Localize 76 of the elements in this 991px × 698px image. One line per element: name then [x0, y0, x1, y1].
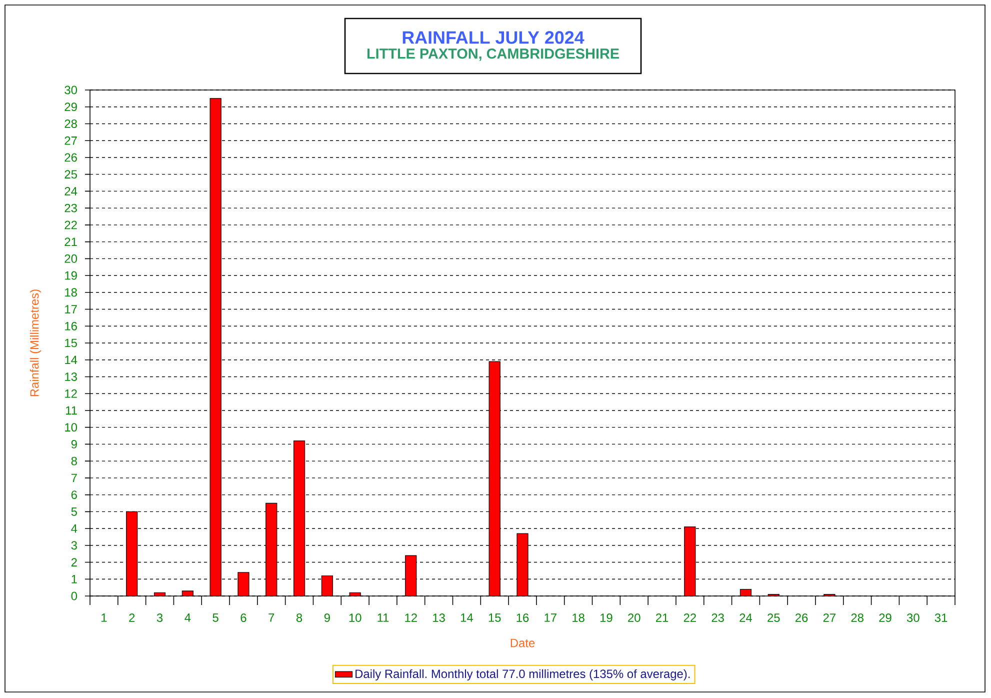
x-tick-label: 31 [934, 614, 948, 622]
bar [488, 361, 500, 596]
x-tick-label: 18 [572, 614, 584, 622]
y-tick-label: 28 [64, 120, 77, 128]
bar [684, 526, 696, 596]
bar [405, 555, 417, 596]
x-axis-title: Date [510, 638, 535, 648]
y-tick-label: 7 [71, 474, 77, 482]
y-tick-label: 21 [64, 238, 77, 246]
x-tick-label: 6 [240, 614, 246, 622]
y-tick-label: 23 [64, 204, 77, 212]
x-tick-label: 13 [433, 614, 445, 622]
x-tick-label: 8 [296, 614, 302, 622]
bar [126, 511, 138, 596]
y-tick-label: 19 [65, 271, 77, 280]
x-tick-label: 25 [768, 614, 780, 622]
x-tick-label: 14 [460, 614, 473, 622]
x-tick-label: 19 [600, 614, 612, 622]
x-tick-label: 2 [129, 614, 135, 622]
y-tick-label: 9 [71, 440, 77, 448]
x-tick-label: 28 [851, 614, 864, 622]
y-tick-label: 15 [65, 338, 77, 348]
bar [266, 502, 278, 596]
y-tick-label: 29 [64, 102, 77, 112]
x-tick-label: 30 [906, 614, 920, 622]
y-tick-label: 2 [71, 558, 77, 566]
bar [210, 98, 222, 596]
y-tick-label: 13 [65, 372, 77, 381]
x-tick-label: 5 [212, 614, 218, 622]
y-tick-label: 1 [72, 575, 77, 584]
x-tick-label: 29 [879, 614, 892, 622]
y-tick-label: 26 [64, 153, 77, 162]
x-tick-label: 22 [684, 614, 696, 622]
x-tick-label: 27 [823, 614, 836, 622]
y-tick-label: 0 [71, 592, 78, 600]
x-tick-label: 7 [268, 614, 274, 622]
y-tick-label: 25 [64, 170, 77, 179]
y-tick-label: 14 [65, 356, 78, 364]
y-tick-label: 6 [71, 490, 77, 500]
x-tick-label: 1 [102, 614, 107, 622]
x-tick-label: 16 [516, 614, 529, 622]
x-tick-label: 26 [795, 614, 808, 622]
bar [321, 575, 333, 596]
x-tick-label: 24 [740, 614, 752, 622]
chart-subtitle: LITTLE PAXTON, CAMBRIDGESHIRE [367, 48, 619, 61]
x-tick-label: 12 [405, 614, 417, 622]
y-tick-label: 18 [65, 288, 77, 297]
y-tick-label: 8 [71, 456, 77, 466]
y-axis-title: Rainfall (Millimetres) [30, 290, 42, 396]
chart-title: RAINFALL JULY 2024 [402, 31, 584, 44]
x-tick-label: 15 [488, 614, 501, 622]
y-tick-label: 16 [65, 322, 77, 330]
y-tick-label: 24 [64, 187, 78, 196]
x-tick-label: 20 [628, 614, 640, 622]
x-tick-label: 17 [544, 614, 556, 622]
y-tick-label: 22 [64, 220, 77, 230]
x-tick-label: 10 [349, 614, 362, 622]
x-tick-label: 3 [156, 614, 163, 622]
y-tick-label: 5 [71, 508, 77, 516]
x-tick-label: 9 [324, 614, 330, 622]
y-tick-label: 11 [66, 406, 77, 415]
legend-label: Daily Rainfall. Monthly total 77.0 millimetres (135% of average). [356, 669, 690, 680]
x-tick-label: 21 [656, 614, 668, 622]
bar [516, 533, 528, 596]
y-tick-label: 3 [71, 541, 77, 550]
y-tick-label: 27 [64, 136, 77, 145]
x-tick-label: 4 [184, 614, 191, 622]
y-tick-label: 17 [65, 305, 77, 314]
y-tick-label: 30 [64, 86, 78, 94]
y-tick-label: 20 [64, 254, 78, 263]
y-tick-label: 12 [65, 389, 77, 398]
y-tick-label: 10 [65, 423, 78, 432]
x-tick-label: 23 [712, 614, 724, 622]
bar [293, 440, 306, 596]
x-tick-label: 11 [378, 614, 389, 622]
y-tick-label: 4 [71, 524, 78, 533]
